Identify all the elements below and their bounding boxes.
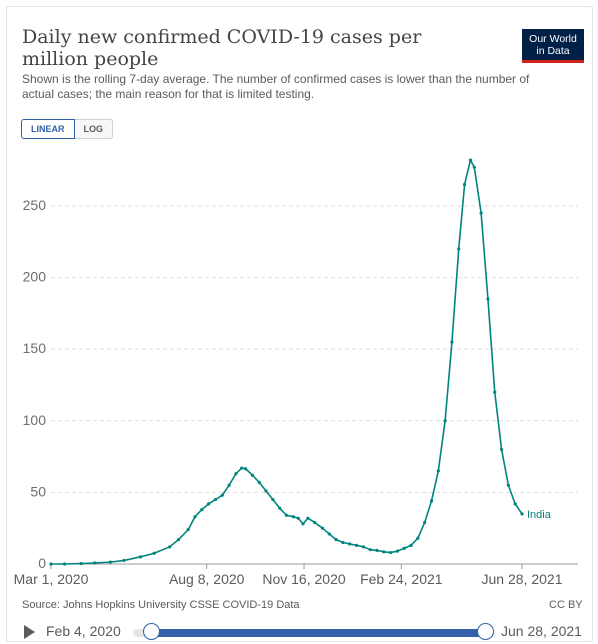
data-point [168, 545, 172, 549]
data-point [389, 550, 393, 555]
timeline-end-label: Jun 28, 2021 [501, 623, 582, 639]
source-note: Source: Johns Hopkins University CSSE CO… [22, 599, 300, 611]
data-point [468, 158, 473, 162]
data-point [375, 548, 379, 552]
y-tick-label: 0 [38, 555, 46, 571]
grid-lines [50, 205, 578, 569]
data-point [462, 182, 467, 187]
data-point [486, 297, 490, 301]
logo-line-2: in Data [536, 45, 570, 57]
data-point [271, 497, 275, 502]
data-point [450, 340, 454, 344]
data-point [361, 545, 365, 549]
data-point [176, 538, 181, 542]
y-axis-tick-labels: 0 50 100 150 200 250 [23, 197, 47, 571]
y-tick-label: 100 [23, 412, 47, 428]
data-point [108, 560, 112, 564]
data-point [264, 489, 268, 493]
series-label: India [527, 509, 552, 521]
data-point [227, 483, 231, 487]
data-point [313, 520, 317, 525]
logo-line-1: Our World [529, 33, 577, 45]
data-point [436, 469, 440, 473]
data-point [479, 211, 483, 215]
data-point [186, 528, 190, 532]
timeline-start-label: Feb 4, 2020 [46, 623, 121, 639]
data-point [63, 562, 67, 566]
chart-subtitle: Shown is the rolling 7-day average. The … [22, 72, 530, 101]
data-point [341, 540, 345, 545]
x-axis-tick-labels: Mar 1, 2020 Aug 8, 2020 Nov 16, 2020 Feb 24… [14, 571, 563, 587]
data-point [240, 466, 244, 470]
y-tick-label: 50 [30, 483, 46, 499]
data-point [49, 562, 53, 566]
data-point [306, 516, 310, 520]
data-point [520, 512, 524, 516]
data-point [79, 561, 83, 566]
x-tick-label: Mar 1, 2020 [14, 571, 89, 587]
data-point [291, 515, 295, 519]
linear-scale-button[interactable]: LINEAR [21, 119, 75, 139]
play-icon[interactable] [24, 625, 35, 639]
y-tick-label: 200 [23, 269, 47, 285]
data-point [354, 543, 359, 547]
line-chart: 0 50 100 150 200 250 Mar 1, 2020 Aug 8, 2020 No… [14, 158, 578, 587]
x-tick-label: Aug 8, 2020 [169, 571, 245, 587]
data-point [213, 497, 218, 502]
y-tick-label: 250 [23, 197, 47, 213]
timeline-start-handle[interactable] [143, 623, 160, 640]
timeline-selected-range [151, 629, 485, 637]
data-point [193, 515, 197, 519]
data-point [382, 550, 386, 554]
data-point [395, 549, 400, 553]
data-point [334, 538, 338, 542]
x-tick-label: Feb 24, 2021 [360, 571, 443, 587]
data-point [296, 516, 300, 520]
data-point [457, 247, 461, 251]
data-point [93, 561, 97, 565]
data-point [368, 548, 372, 552]
data-point [207, 502, 211, 506]
data-point [234, 472, 238, 476]
data-point [320, 526, 325, 530]
y-tick-label: 150 [23, 340, 47, 356]
data-point [200, 507, 204, 512]
scale-toggle: LINEAR LOG [21, 119, 113, 139]
data-point [250, 473, 255, 477]
license-link[interactable]: CC BY [549, 599, 583, 611]
data-point [138, 555, 143, 559]
data-point [416, 536, 420, 540]
data-point [220, 493, 224, 497]
data-point [472, 165, 476, 169]
data-point [244, 467, 248, 471]
chart-title: Daily new confirmed COVID-19 cases per m… [22, 26, 422, 70]
data-point [152, 551, 156, 555]
data-point [257, 480, 261, 484]
chart-frame [6, 6, 593, 642]
data-point [429, 499, 434, 503]
data-point [409, 543, 413, 547]
data-point [284, 513, 289, 517]
data-point [513, 502, 517, 506]
data-point [423, 520, 427, 525]
series-layer: India [49, 158, 552, 566]
data-point [499, 447, 504, 452]
owid-logo[interactable]: Our World in Data [522, 29, 584, 63]
timeline-end-handle[interactable] [477, 623, 494, 640]
series-line-india [51, 159, 523, 565]
data-point [348, 542, 352, 546]
data-point [278, 506, 282, 510]
data-point [506, 483, 510, 487]
data-point [402, 546, 406, 550]
data-point [443, 419, 447, 423]
x-tick-label: Nov 16, 2020 [262, 571, 345, 587]
log-scale-button[interactable]: LOG [74, 119, 113, 139]
data-point [301, 522, 305, 526]
data-point [122, 558, 126, 563]
timeline: Feb 4, 2020 Jun 28, 2021 [0, 618, 598, 644]
data-point [493, 390, 497, 394]
x-tick-label: Jun 28, 2021 [482, 571, 563, 587]
data-point [327, 532, 331, 536]
